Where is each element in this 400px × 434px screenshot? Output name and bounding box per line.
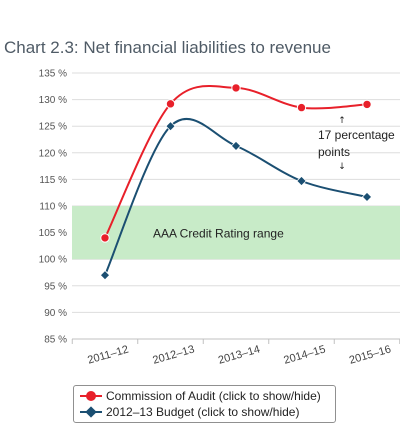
band-label: AAA Credit Rating range (153, 227, 284, 241)
y-tick-label: 95 % (44, 281, 67, 292)
data-point (231, 83, 241, 93)
credit-rating-band: AAA Credit Rating range (72, 206, 400, 260)
y-tick-label: 110 % (39, 202, 67, 213)
y-tick-label: 105 % (39, 228, 67, 239)
series-lines (99, 83, 373, 281)
legend-diamond-marker-icon (80, 405, 102, 419)
x-tick-label: 2012–13 (151, 343, 195, 366)
x-tick-label: 2015–16 (348, 343, 392, 366)
annotation: ↑ 17 percentage points ↓ (318, 116, 395, 172)
y-tick-label: 100 % (39, 255, 67, 266)
data-point (99, 269, 111, 281)
data-point (296, 175, 307, 187)
data-point (230, 140, 242, 152)
data-point (100, 233, 110, 243)
legend-item-0[interactable]: Commission of Audit (click to show/hide) (80, 388, 329, 404)
annotation-line1: 17 percentage (318, 128, 395, 142)
legend-circle-marker-icon (80, 389, 102, 403)
legend: Commission of Audit (click to show/hide)… (73, 385, 336, 423)
data-point (165, 121, 176, 132)
annotation-down-arrow: ↓ (338, 162, 346, 172)
y-tick-label: 115 % (39, 175, 67, 186)
series-line-1 (104, 118, 368, 276)
x-tick-label: 2014–15 (282, 343, 326, 366)
chart-title: Chart 2.3: Net financial liabilities to … (4, 38, 331, 57)
annotation-line2: points (318, 145, 350, 159)
data-point (362, 99, 372, 110)
y-tick-label: 120 % (39, 148, 67, 159)
x-tick-label: 2011–12 (86, 344, 130, 367)
x-axis-ticks: 2011–12 2012–13 2013–14 2014–15 2015–16 (86, 343, 392, 366)
series-line-0 (104, 85, 368, 239)
legend-label: 2012–13 Budget (click to show/hide) (106, 405, 300, 419)
annotation-up-arrow: ↑ (338, 116, 346, 126)
y-axis-ticks: 85 % 90 % 95 % 100 % 105 % 110 % 115 % 120 % 125… (39, 69, 67, 346)
data-point (296, 102, 307, 113)
y-tick-label: 90 % (44, 308, 67, 319)
x-tick-label: 2013–14 (217, 343, 261, 366)
y-tick-label: 130 % (39, 95, 67, 106)
legend-item-1[interactable]: 2012–13 Budget (click to show/hide) (80, 404, 329, 420)
y-tick-label: 85 % (44, 335, 67, 346)
data-point (165, 99, 176, 109)
data-point (361, 191, 373, 203)
y-tick-label: 135 % (39, 69, 67, 80)
legend-label: Commission of Audit (click to show/hide) (106, 389, 321, 403)
band-rect (72, 206, 400, 260)
y-tick-label: 125 % (39, 122, 67, 133)
